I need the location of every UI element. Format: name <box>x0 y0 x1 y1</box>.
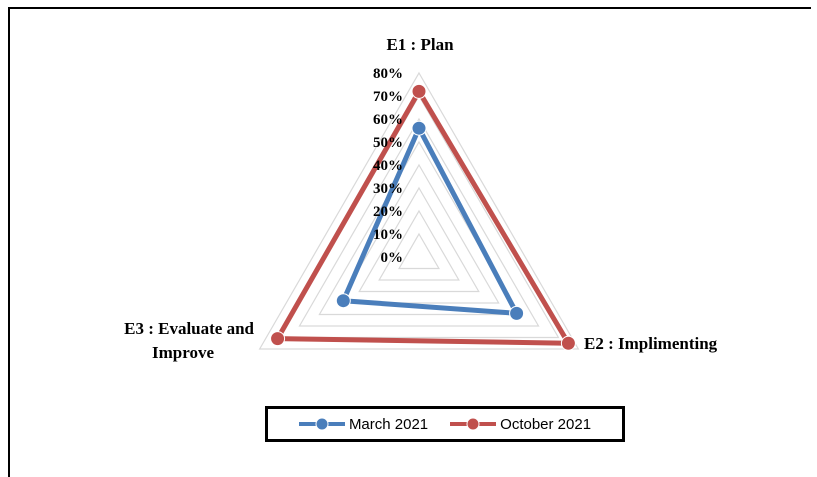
axis-label-0-line-0: E1 : Plan <box>386 35 454 54</box>
frame-left-border <box>8 7 10 477</box>
tick-label-8: 80% <box>373 66 403 82</box>
legend-label-october-2021: October 2021 <box>500 415 592 433</box>
tick-label-0: 0% <box>381 250 404 266</box>
grid-ring-8 <box>258 71 580 350</box>
axis-label-0: E1 : Plan <box>386 35 454 54</box>
grid-ring-5 <box>318 140 520 316</box>
series-0-point-0 <box>411 120 427 136</box>
tick-label-3: 30% <box>373 181 403 197</box>
legend-item-october-2021: October 2021 <box>450 416 591 433</box>
legend-swatch-march-2021 <box>298 417 345 431</box>
tick-label-7: 70% <box>373 89 403 105</box>
series-1-point-0 <box>411 83 427 99</box>
axis-label-1-line-0: E2 : Implimenting <box>584 334 718 353</box>
series-0-point-2 <box>335 293 351 309</box>
tick-label-5: 50% <box>373 135 403 151</box>
series-0-point-1 <box>509 305 525 321</box>
legend-swatch-october-2021 <box>450 417 497 431</box>
series-line-1 <box>275 88 571 346</box>
tick-label-2: 20% <box>373 204 403 220</box>
legend: March 2021 October 2021 <box>265 406 625 442</box>
tick-label-1: 10% <box>373 227 403 243</box>
axis-label-2-line-1: Improve <box>152 343 214 362</box>
grid-ring-1 <box>398 232 440 270</box>
grid-ring-2 <box>378 209 460 281</box>
series-1-point-1 <box>560 335 576 351</box>
tick-label-6: 60% <box>373 112 403 128</box>
legend-item-march-2021: March 2021 <box>298 415 429 433</box>
legend-label-march-2021: March 2021 <box>348 415 429 433</box>
legend-marker-march-2021 <box>315 417 329 431</box>
grid-ring-3 <box>358 186 480 293</box>
frame-top-border <box>8 7 811 9</box>
axis-label-2-line-0: E3 : Evaluate and <box>124 319 254 338</box>
series-1-point-2 <box>270 331 286 347</box>
grid-ring-6 <box>298 117 540 327</box>
axis-label-1: E2 : Implimenting <box>584 334 718 353</box>
grid-ring-4 <box>338 163 500 304</box>
legend-marker-october-2021 <box>466 417 480 431</box>
series-line-0 <box>340 125 520 316</box>
tick-label-4: 40% <box>373 158 403 174</box>
axis-label-2: E3 : Evaluate and Improve <box>124 319 254 362</box>
